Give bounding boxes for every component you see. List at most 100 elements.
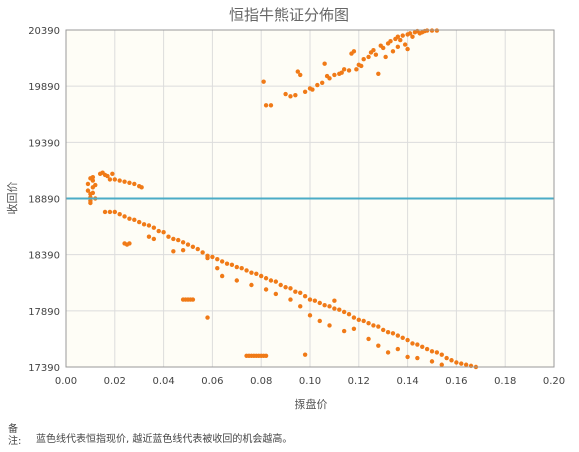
bear-point — [205, 255, 210, 261]
bear-point — [254, 271, 259, 276]
bear-point — [332, 298, 337, 303]
bear-point — [273, 291, 279, 297]
bear-point — [127, 241, 132, 246]
bear-point — [161, 230, 166, 235]
bear-point — [395, 333, 401, 338]
bull-point — [263, 103, 269, 108]
bear-point — [273, 279, 279, 284]
bear-point — [376, 324, 381, 329]
bear-point — [420, 344, 425, 349]
bear-point — [127, 180, 132, 185]
x-tick-label: 0.14 — [396, 376, 418, 387]
bear-point — [293, 289, 298, 294]
bear-point — [249, 270, 254, 275]
bear-point — [381, 327, 386, 333]
bull-point — [327, 76, 332, 81]
bear-point — [88, 200, 93, 206]
bull-point — [376, 71, 381, 77]
bear-point — [366, 320, 371, 326]
bear-point — [156, 228, 161, 234]
bear-point — [429, 349, 435, 354]
bear-point — [112, 177, 118, 182]
y-tick-label: 19390 — [28, 138, 60, 149]
bull-point — [261, 79, 266, 84]
bear-point — [180, 240, 186, 245]
bear-point — [459, 361, 464, 366]
bear-point — [434, 350, 440, 355]
bear-point — [171, 249, 176, 254]
bull-point — [395, 34, 401, 39]
bear-point — [366, 336, 371, 342]
bear-point — [385, 329, 391, 335]
bear-point — [239, 265, 244, 271]
bull-point — [407, 31, 413, 36]
chart-title: 恒指牛熊证分佈图 — [229, 6, 349, 24]
bull-point — [390, 49, 396, 54]
x-axis-ticks: 0.00 0.02 0.04 0.06 0.08 0.10 0.12 0.14 0.16 0.18… — [55, 376, 565, 387]
bull-point — [366, 54, 371, 60]
bear-point — [288, 286, 293, 291]
bear-point — [424, 346, 430, 352]
bear-point — [229, 262, 235, 267]
bear-point — [132, 217, 137, 223]
bear-point — [327, 304, 332, 309]
bear-point — [341, 328, 347, 334]
bear-point — [102, 209, 108, 215]
x-tick-label: 0.02 — [104, 376, 126, 387]
bear-point — [463, 362, 469, 367]
footnote-label: 备注: — [8, 424, 22, 447]
bull-point — [373, 52, 379, 57]
bear-point — [200, 250, 205, 255]
bear-point — [263, 276, 269, 281]
bear-point — [112, 209, 118, 215]
bull-point — [288, 94, 293, 99]
y-tick-label: 20390 — [28, 26, 60, 37]
bear-point — [219, 259, 225, 264]
bear-point — [93, 182, 98, 188]
bear-point — [298, 290, 303, 296]
bear-point — [312, 298, 318, 303]
bear-point — [298, 304, 303, 309]
bear-point — [332, 306, 337, 311]
y-axis-label: 收回价 — [5, 182, 19, 215]
bear-point — [317, 318, 322, 324]
y-axis-ticks: 17390 17890 18390 18890 19390 19890 20390 — [28, 26, 60, 374]
bear-point — [234, 278, 239, 283]
x-tick-label: 0.10 — [299, 376, 321, 387]
bear-point — [259, 273, 264, 279]
bear-point — [415, 342, 420, 347]
bear-point — [249, 282, 254, 288]
bear-point — [395, 346, 401, 352]
x-tick-label: 0.08 — [250, 376, 272, 387]
bear-point — [122, 179, 127, 184]
bear-point — [376, 343, 381, 348]
bear-point — [107, 209, 113, 215]
bear-point — [351, 326, 357, 332]
bull-point — [298, 72, 303, 78]
bear-point — [195, 246, 200, 252]
bull-point — [302, 89, 308, 94]
bear-point — [166, 234, 171, 239]
bear-point — [215, 265, 220, 271]
bull-point — [410, 34, 415, 39]
bear-point — [405, 354, 410, 360]
bull-point — [293, 92, 298, 98]
bear-point — [176, 237, 181, 243]
bear-point — [356, 317, 361, 323]
bull-point — [371, 48, 376, 53]
bear-point — [180, 247, 186, 253]
bull-point — [359, 63, 364, 69]
bear-point — [337, 307, 342, 312]
bear-point — [117, 212, 122, 217]
bull-point — [354, 67, 359, 72]
bear-point — [122, 214, 127, 219]
bear-point — [371, 323, 376, 328]
bear-point — [151, 236, 157, 242]
bear-point — [190, 244, 196, 250]
bull-point — [383, 54, 388, 60]
bear-point — [171, 236, 176, 242]
bear-point — [302, 352, 308, 357]
bull-point — [341, 67, 347, 72]
bear-point — [351, 315, 357, 320]
y-tick-label: 17890 — [28, 307, 60, 318]
